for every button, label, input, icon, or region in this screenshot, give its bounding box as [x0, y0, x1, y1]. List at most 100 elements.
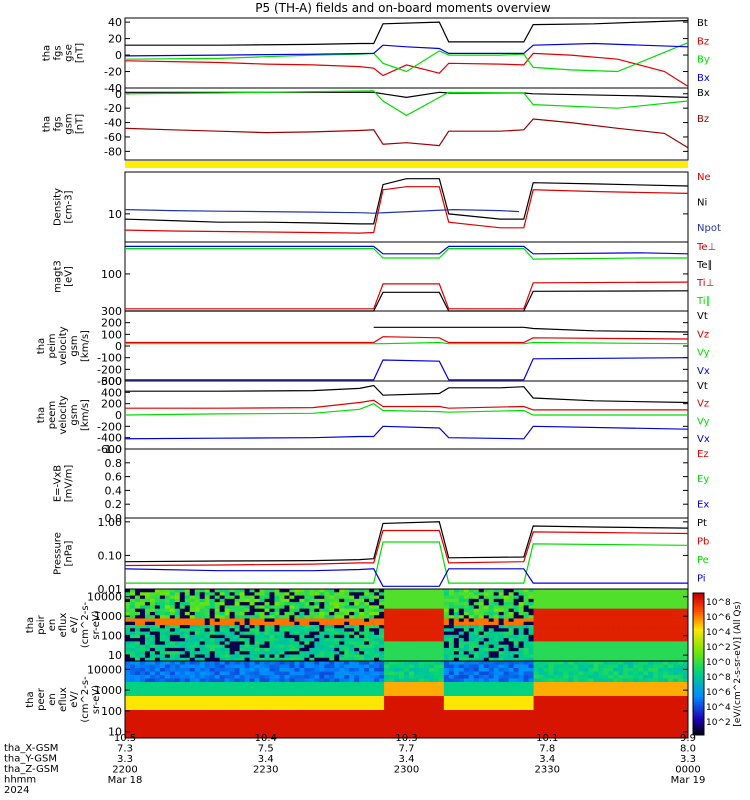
legend-Te∥: Te∥	[696, 260, 713, 271]
colorbar-cell	[693, 652, 704, 656]
colorbar-tick-label: 10^6	[706, 688, 731, 698]
legend-By: By	[697, 55, 710, 66]
colorbar-cell	[693, 628, 704, 632]
tick-x: 7.7	[399, 744, 415, 755]
series-By	[124, 90, 689, 117]
colorbar-cell	[693, 706, 704, 710]
series-Ni	[124, 178, 689, 225]
y-label-line: tha	[25, 691, 36, 707]
y-tick-label: 20	[108, 33, 122, 46]
y-tick-label: -200	[97, 363, 122, 376]
colorbar-cell	[693, 637, 704, 641]
colorbar-cell	[693, 699, 704, 703]
colorbar-cell	[693, 640, 704, 644]
legend-Pt: Pt	[697, 518, 707, 529]
colorbar-cell	[693, 687, 704, 691]
tick-time: 2330	[535, 765, 560, 776]
y-tick-label: -40	[104, 117, 122, 130]
panel-pressure: 1.00 0.10 0.01 Pressure [nPa] Pt Pb Pe Pi	[53, 516, 710, 596]
legend-Te⊥: Te⊥	[696, 242, 716, 253]
colorbar-cell	[693, 666, 704, 670]
y-label-line: gsm	[69, 404, 80, 425]
row-label: tha_X-GSM	[4, 743, 58, 754]
colorbar-tick-label: 10^6	[706, 613, 731, 623]
panel-frame	[124, 241, 689, 312]
series-Bt	[125, 19, 689, 46]
y-tick-label: 10	[108, 726, 122, 739]
y-label-line: Pressure	[53, 532, 64, 575]
colorbar-cell	[693, 614, 704, 618]
y-tick-label: 1000	[94, 684, 122, 697]
y-axis-label: tha fgs gsm [nT]	[42, 113, 86, 134]
colorbar-tick-label: 10^4	[706, 703, 731, 713]
panel-frame	[124, 310, 689, 382]
y-label-line: peir	[36, 614, 47, 634]
tick-date: Mar 19	[671, 775, 706, 786]
colorbar-frame	[692, 592, 705, 736]
colorbar-cell	[693, 642, 704, 646]
y-label-line: gsm	[64, 113, 75, 134]
colorbar-cell	[693, 619, 704, 622]
colorbar-cell	[693, 633, 704, 637]
series-Vx	[124, 425, 689, 440]
y-label-line: [mV/m]	[64, 465, 75, 503]
y-label-line: tha	[36, 407, 47, 423]
colorbar-cell	[693, 682, 704, 686]
colorbar-cell	[693, 671, 704, 674]
colorbar-cell	[693, 593, 704, 596]
y-label-line: velocity	[58, 395, 69, 434]
colorbar-cell	[693, 668, 704, 672]
colorbar-cell	[693, 647, 704, 651]
tick-x: 7.3	[117, 744, 133, 755]
series-Pe	[125, 541, 689, 584]
legend-Vz: Vz	[697, 399, 709, 410]
y-tick-label: 100	[101, 328, 122, 341]
colorbar-tick-label: 10^8	[706, 673, 731, 683]
colorbar-cell	[693, 727, 704, 731]
y-tick-label: 10000	[87, 663, 122, 676]
y-tick-label: 1.00	[98, 516, 123, 529]
panel-frame	[124, 87, 689, 161]
legend-Vt: Vt	[697, 381, 708, 392]
y-label-line: [eV]	[64, 266, 75, 287]
y-tick-label: 0.8	[105, 457, 123, 470]
colorbar-cell	[693, 611, 704, 615]
y-axis-label: Density [cm-3]	[53, 188, 75, 226]
y-tick-label: -80	[104, 145, 122, 158]
legend-Bx: Bx	[697, 88, 710, 99]
legend-Bx: Bx	[697, 73, 710, 84]
colorbar-cell	[693, 626, 704, 629]
series-Te∥	[125, 290, 689, 312]
colorbar-cell	[693, 649, 704, 653]
tick-y: 3.4	[258, 754, 274, 765]
panel-density: 10 Density [cm-3] Ne Ni Npot	[53, 171, 721, 243]
colorbar-cell	[693, 697, 704, 700]
colorbar: 10^8 10^6 10^4 10^2 10^0 10^8 10^6 10^4 10^2 [eV/…	[692, 592, 743, 736]
colorbar-cell	[693, 664, 704, 667]
colorbar-tick-label: 10^2	[706, 718, 731, 728]
panel-frame	[124, 17, 689, 89]
y-label-line: fgs	[53, 116, 64, 131]
colorbar-cell	[693, 616, 704, 620]
colorbar-cell	[693, 701, 704, 705]
y-tick-label: 10	[108, 208, 122, 221]
colorbar-cell	[693, 725, 704, 729]
series-Ti∥	[125, 248, 688, 260]
series-Npot	[124, 208, 520, 214]
panel-frame	[124, 517, 689, 590]
y-tick-label: -20	[104, 102, 122, 115]
series-Bz	[124, 118, 689, 149]
tick-r: 10.5	[114, 733, 136, 744]
y-tick-label: 200	[101, 398, 122, 411]
tick-x: 7.5	[258, 744, 274, 755]
y-tick-label: 1.0	[105, 443, 123, 456]
y-tick-label: -60	[104, 131, 122, 144]
colorbar-cell	[693, 708, 704, 712]
y-label-line: [nT]	[75, 43, 86, 63]
series-Bz	[124, 52, 689, 87]
panel-efield: 1.00.80.60.40.20.0 E=-VxB [mV/m] Ez Ey Ex	[53, 443, 710, 525]
y-label-line: tha	[42, 45, 53, 61]
panel-fgs-gse: 40 20 0 -20 -40 tha fgs gse [nT] Bt Bz By Bx	[42, 16, 710, 95]
legend-Vx: Vx	[697, 366, 710, 377]
